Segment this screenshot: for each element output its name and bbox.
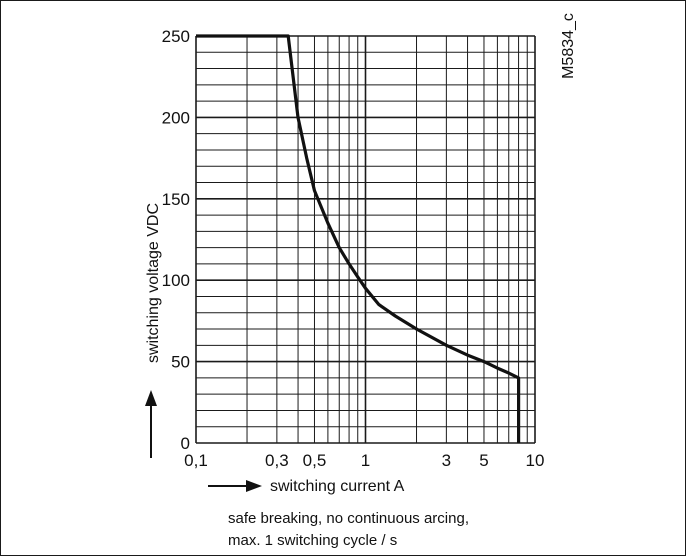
y-tick-label: 150 <box>162 190 190 209</box>
series-line <box>196 34 521 443</box>
note-line-1: safe breaking, no continuous arcing, <box>228 510 469 527</box>
y-tick-label: 100 <box>162 271 190 290</box>
y-tick-label: 50 <box>171 353 190 372</box>
x-tick-label: 0,1 <box>184 451 208 470</box>
x-tick-label: 0,3 <box>265 451 289 470</box>
y-axis-label: switching voltage VDC <box>145 203 162 363</box>
grid <box>195 35 536 444</box>
x-tick-label: 1 <box>361 451 370 470</box>
chart-code-label: M5834_c <box>560 13 577 79</box>
note-line-2: max. 1 switching cycle / s <box>228 532 398 549</box>
y-tick-label: 250 <box>162 27 190 46</box>
x-tick-label: 5 <box>479 451 488 470</box>
series <box>196 34 521 443</box>
x-axis-arrowhead <box>246 480 262 492</box>
y-tick-label: 200 <box>162 108 190 127</box>
x-tick-label: 3 <box>442 451 451 470</box>
y-tick-label: 0 <box>181 434 190 453</box>
y-axis-arrowhead <box>145 390 157 406</box>
x-tick-label: 10 <box>526 451 545 470</box>
x-tick-label: 0,5 <box>303 451 327 470</box>
x-axis-label: switching current A <box>270 478 405 495</box>
